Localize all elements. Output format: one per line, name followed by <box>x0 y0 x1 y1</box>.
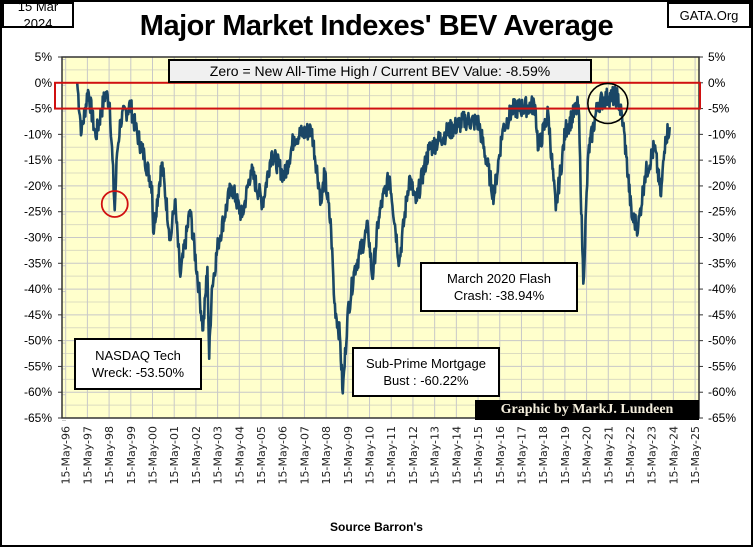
covid-line1: March 2020 Flash <box>446 271 552 286</box>
y-tick-label-left: -5% <box>31 102 53 116</box>
y-tick-label-right: 0% <box>708 76 726 90</box>
recent-high-circle <box>587 82 629 125</box>
nasdaq-low-circle <box>100 190 129 218</box>
x-axis-label: Source Barron's <box>330 520 423 534</box>
y-tick-label-left: -55% <box>24 359 52 373</box>
x-tick-label: 15-May-22 <box>624 426 637 484</box>
x-tick-label: 15-May-00 <box>147 426 160 484</box>
x-tick-label: 15-May-15 <box>472 426 485 484</box>
x-tick-label: 15-May-24 <box>667 426 680 484</box>
y-tick-label-right: -50% <box>708 334 736 348</box>
x-tick-label: 15-May-09 <box>342 426 355 484</box>
y-tick-label-right: -65% <box>708 411 736 425</box>
zero-note: Zero = New All-Time High / Current BEV V… <box>168 59 592 83</box>
y-tick-label-left: -15% <box>24 153 52 167</box>
x-tick-label: 15-May-06 <box>277 426 290 484</box>
chart-title: Major Market Indexes' BEV Average <box>139 10 614 42</box>
x-tick-label: 15-May-96 <box>60 426 73 484</box>
y-tick-label-left: -50% <box>24 334 52 348</box>
y-tick-label-left: -30% <box>24 231 52 245</box>
y-tick-label-left: -20% <box>24 179 52 193</box>
y-tick-label-left: -10% <box>24 127 52 141</box>
y-tick-label-right: -30% <box>708 231 736 245</box>
subprime-line1: Sub-Prime Mortgage <box>366 356 486 371</box>
y-tick-label-left: 5% <box>35 50 53 64</box>
y-tick-label-left: 0% <box>35 76 53 90</box>
credit-label: Graphic by MarkJ. Lundeen <box>475 400 699 420</box>
y-tick-label-right: -40% <box>708 282 736 296</box>
y-tick-label-left: -35% <box>24 256 52 270</box>
y-tick-label-right: -55% <box>708 359 736 373</box>
bev-series-line <box>75 82 671 395</box>
x-tick-label: 15-May-25 <box>689 426 702 484</box>
x-tick-label: 15-May-98 <box>103 426 116 484</box>
x-tick-label: 15-May-07 <box>298 426 311 484</box>
nasdaq-line1: NASDAQ Tech <box>95 348 181 363</box>
nasdaq-annotation: NASDAQ Tech Wreck: -53.50% <box>74 338 202 390</box>
y-tick-label-left: -65% <box>24 411 52 425</box>
covid-line2: Crash: -38.94% <box>453 288 545 303</box>
x-tick-label: 15-May-12 <box>407 426 420 484</box>
x-tick-label: 15-May-19 <box>559 426 572 484</box>
x-tick-label: 15-May-21 <box>602 426 615 484</box>
subprime-line2: Bust : -60.22% <box>383 373 469 388</box>
y-tick-label-right: -35% <box>708 256 736 270</box>
x-tick-label: 15-May-23 <box>646 426 659 484</box>
x-tick-label: 15-May-08 <box>320 426 333 484</box>
x-tick-label: 15-May-97 <box>81 426 94 484</box>
date-label: 15 Mar 2024 <box>2 0 74 31</box>
x-tick-label: 15-May-20 <box>581 426 594 484</box>
y-tick-label-right: -5% <box>708 102 730 116</box>
y-tick-label-right: -45% <box>708 308 736 322</box>
x-tick-label: 15-May-17 <box>515 426 528 484</box>
x-tick-label: 15-May-02 <box>190 426 203 484</box>
site-label: GATA.Org <box>667 2 751 28</box>
x-tick-label: 15-May-01 <box>168 426 181 484</box>
x-tick-label: 15-May-10 <box>364 426 377 484</box>
x-tick-label: 15-May-13 <box>429 426 442 484</box>
x-tick-label: 15-May-99 <box>125 426 138 484</box>
y-tick-label-right: -10% <box>708 127 736 141</box>
y-tick-label-left: -45% <box>24 308 52 322</box>
x-tick-label: 15-May-11 <box>385 426 398 484</box>
subprime-annotation: Sub-Prime Mortgage Bust : -60.22% <box>352 347 500 397</box>
y-tick-label-right: -20% <box>708 179 736 193</box>
y-tick-label-left: -25% <box>24 205 52 219</box>
y-tick-label-left: -60% <box>24 385 52 399</box>
x-tick-label: 15-May-03 <box>212 426 225 484</box>
covid-annotation: March 2020 Flash Crash: -38.94% <box>420 262 578 312</box>
y-tick-label-left: -40% <box>24 282 52 296</box>
y-tick-label-right: -15% <box>708 153 736 167</box>
x-tick-label: 15-May-16 <box>494 426 507 484</box>
y-tick-label-right: -25% <box>708 205 736 219</box>
y-tick-label-right: 5% <box>708 50 726 64</box>
y-tick-label-right: -60% <box>708 385 736 399</box>
nasdaq-line2: Wreck: -53.50% <box>91 365 185 380</box>
x-tick-label: 15-May-05 <box>255 426 268 484</box>
x-tick-label: 15-May-14 <box>450 426 463 484</box>
x-tick-label: 15-May-18 <box>537 426 550 484</box>
x-tick-label: 15-May-04 <box>233 426 246 484</box>
